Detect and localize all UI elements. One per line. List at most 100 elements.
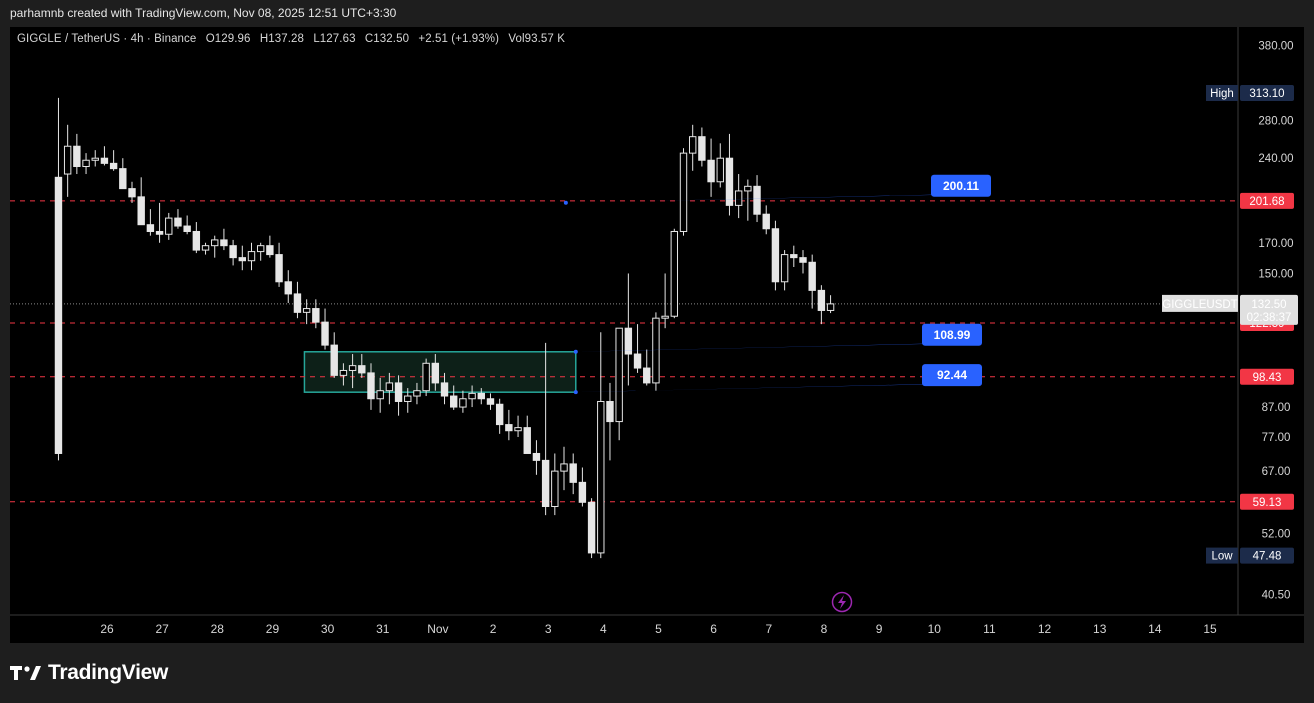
- candle-body[interactable]: [744, 185, 752, 192]
- candle-body[interactable]: [771, 228, 780, 283]
- candle-body[interactable]: [670, 230, 679, 317]
- candle-body[interactable]: [624, 327, 633, 355]
- candle-body[interactable]: [422, 362, 430, 392]
- candle-body[interactable]: [817, 289, 826, 311]
- lightning-event-icon[interactable]: [831, 591, 853, 613]
- candle-body[interactable]: [661, 315, 669, 319]
- candle-body[interactable]: [541, 459, 550, 507]
- candle-body[interactable]: [348, 365, 357, 371]
- candle-body[interactable]: [367, 372, 375, 400]
- candle-body[interactable]: [523, 427, 531, 454]
- candle-body[interactable]: [155, 230, 164, 235]
- candle-body[interactable]: [532, 452, 541, 461]
- candle-body[interactable]: [330, 344, 338, 376]
- candle-body[interactable]: [734, 190, 743, 206]
- candle-body[interactable]: [63, 145, 72, 175]
- current-price-value: 132.50: [1251, 299, 1286, 311]
- candle-body[interactable]: [404, 395, 412, 402]
- candle-body[interactable]: [753, 185, 761, 215]
- candle-body[interactable]: [91, 157, 99, 161]
- level-price-tag: [1240, 192, 1294, 209]
- candle-body[interactable]: [211, 239, 219, 247]
- candle-body[interactable]: [100, 157, 109, 164]
- candle-body[interactable]: [146, 224, 155, 232]
- candle-body[interactable]: [119, 168, 127, 190]
- candle-body[interactable]: [560, 463, 568, 472]
- candle-body[interactable]: [486, 398, 495, 405]
- callout-box[interactable]: [922, 364, 982, 387]
- candle-body[interactable]: [385, 382, 394, 392]
- candle-body[interactable]: [698, 136, 706, 161]
- candle-body[interactable]: [643, 367, 651, 384]
- candle-body[interactable]: [790, 254, 798, 259]
- candle-body[interactable]: [339, 369, 348, 376]
- high-value: H137.28: [259, 33, 305, 45]
- candle-body[interactable]: [220, 239, 228, 247]
- candle-body[interactable]: [109, 162, 118, 170]
- candle-body[interactable]: [780, 254, 789, 283]
- candle-body[interactable]: [229, 245, 237, 259]
- x-tick-label: 11: [983, 622, 996, 636]
- demand-zone-rect[interactable]: [303, 351, 577, 393]
- candle-body[interactable]: [128, 188, 136, 198]
- candle-body[interactable]: [477, 392, 485, 400]
- candle-body[interactable]: [799, 257, 807, 263]
- candle-body[interactable]: [302, 308, 311, 313]
- candle-body[interactable]: [633, 353, 642, 369]
- candle-body[interactable]: [688, 136, 697, 154]
- symbol-name[interactable]: GIGGLE / TetherUS · 4h · Binance: [17, 33, 197, 45]
- candle-body[interactable]: [284, 281, 292, 295]
- candle-body[interactable]: [413, 390, 421, 397]
- candle-body[interactable]: [652, 317, 660, 384]
- candle-body[interactable]: [606, 400, 614, 423]
- x-tick-label: Nov: [427, 622, 448, 636]
- candle-body[interactable]: [826, 303, 835, 311]
- candle-body[interactable]: [514, 427, 522, 432]
- candle-body[interactable]: [679, 152, 688, 232]
- candle-body[interactable]: [468, 392, 476, 400]
- candle-body[interactable]: [376, 390, 384, 400]
- candle-body[interactable]: [275, 254, 283, 283]
- candle-body[interactable]: [762, 213, 770, 230]
- candle-body[interactable]: [587, 501, 596, 554]
- price-chart[interactable]: 380.00 280.00 240.00 170.00 150.00 87.00 77.00…: [10, 27, 1304, 643]
- x-tick-label: 2: [490, 622, 497, 636]
- candle-body[interactable]: [165, 217, 173, 235]
- candle-body[interactable]: [440, 382, 449, 397]
- candle-body[interactable]: [247, 251, 256, 262]
- candle-body[interactable]: [358, 365, 366, 374]
- candle-body[interactable]: [431, 362, 440, 384]
- candle-body[interactable]: [716, 157, 724, 183]
- callout-box[interactable]: [931, 174, 991, 197]
- candle-body[interactable]: [808, 261, 816, 291]
- callout-box[interactable]: [922, 323, 982, 346]
- candle-body[interactable]: [238, 257, 247, 262]
- candle-body[interactable]: [394, 382, 403, 402]
- candle-body[interactable]: [54, 176, 63, 454]
- candle-body[interactable]: [569, 463, 577, 483]
- high-price-value: 313.10: [1249, 88, 1284, 100]
- candle-body[interactable]: [551, 470, 559, 507]
- candle-body[interactable]: [192, 230, 201, 251]
- candle-body[interactable]: [266, 245, 274, 256]
- candle-body[interactable]: [725, 157, 734, 206]
- candle-body[interactable]: [73, 145, 81, 168]
- candle-body[interactable]: [321, 321, 329, 346]
- candle-body[interactable]: [495, 403, 504, 426]
- candle-body[interactable]: [82, 159, 90, 168]
- candle-body[interactable]: [615, 327, 623, 423]
- candle-body[interactable]: [256, 245, 265, 253]
- candle-body[interactable]: [578, 481, 587, 503]
- candle-body[interactable]: [174, 217, 182, 227]
- candle-body[interactable]: [201, 245, 210, 251]
- chart-frame[interactable]: 380.00 280.00 240.00 170.00 150.00 87.00 77.00…: [10, 27, 1304, 643]
- candle-body[interactable]: [293, 293, 302, 313]
- candle-body[interactable]: [137, 196, 145, 226]
- candle-body[interactable]: [707, 159, 715, 183]
- candle-body[interactable]: [505, 424, 513, 432]
- candle-body[interactable]: [459, 398, 467, 408]
- candle-body[interactable]: [183, 225, 191, 232]
- candle-body[interactable]: [450, 395, 458, 408]
- candle-body[interactable]: [312, 308, 320, 323]
- candle-body[interactable]: [597, 400, 605, 554]
